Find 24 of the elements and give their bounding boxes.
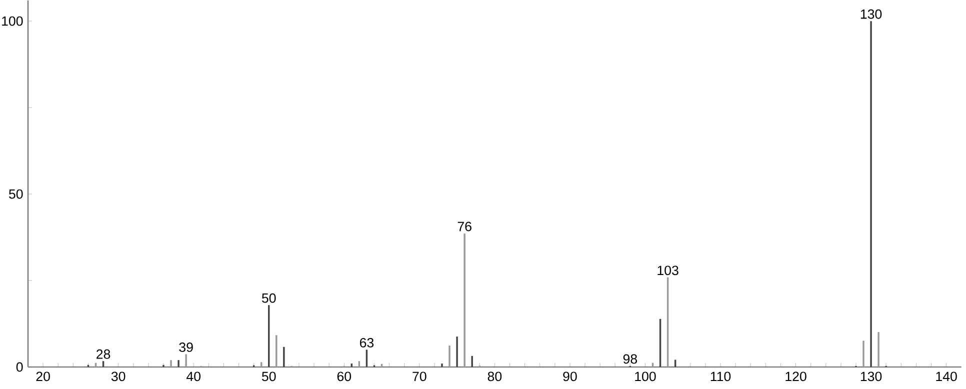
- annotation: 50: [262, 293, 276, 303]
- x-tick-label: 90: [563, 372, 577, 382]
- annotation: 28: [96, 349, 110, 359]
- x-tick-label: 120: [786, 372, 806, 382]
- annotation: 98: [623, 354, 637, 364]
- x-tick-label: 100: [635, 372, 656, 382]
- x-tick-label: 30: [111, 372, 126, 382]
- x-tick-label: 80: [488, 372, 502, 382]
- x-tick-label: 20: [36, 372, 50, 382]
- y-tick-label: 0: [16, 362, 23, 372]
- x-tick-label: 140: [936, 372, 957, 382]
- y-tick-label: 100: [2, 16, 23, 26]
- annotation: 103: [658, 266, 678, 276]
- x-tick-label: 110: [710, 372, 731, 382]
- x-tick-label: 60: [337, 372, 352, 382]
- annotation: 39: [179, 342, 193, 352]
- annotation: 63: [360, 338, 374, 348]
- x-tick-label: 40: [186, 372, 200, 382]
- x-tick-label: 70: [412, 372, 426, 382]
- x-tick-label: 130: [860, 372, 882, 382]
- annotation: 76: [458, 222, 472, 232]
- x-tick-label: 50: [262, 372, 276, 382]
- annotation: 130: [860, 9, 882, 19]
- y-tick-label: 50: [9, 189, 23, 199]
